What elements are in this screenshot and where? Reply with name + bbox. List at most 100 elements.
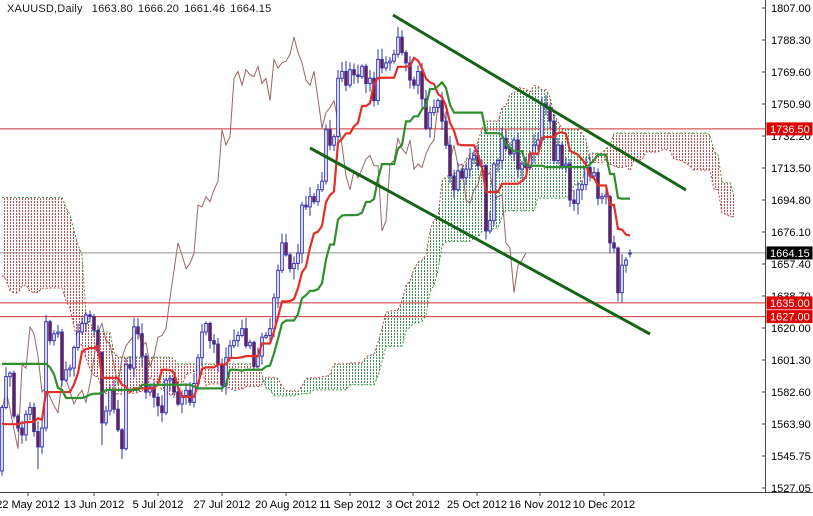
cloud-segment — [26, 197, 30, 292]
cloud-segment — [650, 133, 654, 152]
candle-body — [72, 346, 76, 369]
x-axis-label: 27 Jul 2012 — [194, 499, 251, 511]
candle-body — [116, 408, 120, 431]
cloud-segment — [314, 377, 318, 390]
y-axis-label: 1694.80 — [771, 195, 811, 207]
chart-low-value: 1661.46 — [184, 3, 226, 15]
candle-body — [136, 326, 140, 335]
candle-body — [44, 321, 48, 429]
candle-body — [368, 77, 372, 84]
cloud-segment — [610, 133, 614, 166]
candle-body — [88, 314, 92, 318]
candle-body — [608, 196, 612, 244]
cloud-segment — [58, 197, 62, 289]
candle-body — [592, 172, 596, 177]
candle-body — [52, 333, 56, 342]
cloud-segment — [646, 133, 650, 152]
candle-body — [252, 341, 256, 367]
price-badge — [766, 122, 813, 136]
cloud-segment — [446, 174, 450, 242]
candle-body — [424, 98, 428, 129]
candle-body — [204, 322, 208, 333]
candle-body — [600, 196, 604, 199]
cloud-segment — [206, 363, 210, 386]
cloud-segment — [518, 87, 522, 211]
candle-body — [280, 242, 284, 271]
candle-body — [560, 144, 564, 167]
chart-header: XAUUSD,Daily 1663.80 1666.20 1661.46 1664.15 — [7, 3, 276, 15]
candle-body — [8, 372, 12, 378]
cloud-segment — [10, 197, 14, 294]
candle-body — [276, 269, 280, 299]
cloud-segment — [46, 197, 50, 289]
cloud-segment — [210, 363, 214, 384]
candle-body — [208, 322, 212, 342]
cloud-segment — [238, 363, 242, 390]
y-axis-label: 1582.60 — [771, 387, 811, 399]
candle-body — [392, 53, 396, 62]
candle-body — [620, 264, 624, 294]
price-badge-label: 1736.50 — [770, 124, 810, 136]
candle-body — [552, 120, 556, 162]
candle-body — [412, 79, 416, 86]
cloud-segment — [498, 107, 502, 229]
cloud-segment — [642, 133, 646, 161]
candle-body — [616, 247, 620, 294]
cloud-segment — [386, 310, 390, 347]
candle-body — [320, 180, 324, 191]
cloud-segment — [678, 133, 682, 161]
cloud-segment — [34, 197, 38, 293]
candle-body — [132, 326, 136, 369]
candle-body — [36, 431, 40, 448]
cloud-segment — [694, 133, 698, 171]
cloud-segment — [42, 197, 46, 289]
cloud-segment — [638, 133, 642, 161]
y-axis-label: 1527.05 — [771, 483, 811, 495]
candle-body — [312, 196, 316, 203]
candle-body — [104, 410, 108, 424]
x-axis-label: 10 Dec 2012 — [573, 499, 635, 511]
cloud-segment — [230, 363, 234, 391]
candle-body — [572, 199, 576, 204]
candle-body — [612, 242, 616, 249]
cloud-segment — [214, 363, 218, 384]
candle-body — [124, 364, 128, 450]
price-badge-label: 1635.00 — [770, 298, 810, 310]
cloud-segment — [714, 151, 718, 190]
candle-body — [296, 252, 300, 264]
cloud-segment — [410, 269, 414, 328]
candle-body — [80, 322, 84, 333]
horizontal-line-layer[interactable] — [0, 128, 766, 318]
candle-body — [264, 334, 268, 338]
cloud-segment — [54, 197, 58, 289]
cloud-segment — [190, 363, 194, 373]
cloud-segment — [186, 363, 190, 375]
candle-body — [380, 58, 384, 69]
cloud-segment — [614, 133, 618, 168]
candle-body — [340, 70, 344, 79]
cloud-segment — [358, 362, 362, 385]
cloud-segment — [698, 133, 702, 171]
tenkan-sen — [1, 56, 631, 426]
cloud-segment — [310, 377, 314, 394]
trendline[interactable] — [392, 13, 687, 192]
trendline[interactable] — [309, 146, 651, 336]
trendline-layer[interactable] — [309, 13, 687, 336]
candle-body — [236, 334, 240, 342]
candle-body — [364, 65, 368, 84]
candle-body — [452, 175, 456, 191]
candle-body — [456, 170, 460, 191]
y-axis-label: 1769.60 — [771, 67, 811, 79]
cloud-segment — [278, 378, 282, 396]
cloud-segment — [74, 230, 78, 342]
candle-body — [300, 204, 304, 254]
candle-body — [624, 259, 628, 266]
cloud-segment — [462, 159, 466, 242]
cloud-segment — [438, 181, 442, 271]
cloud-segment — [690, 133, 694, 171]
candle-body — [28, 406, 32, 415]
candle-body — [220, 364, 224, 386]
y-axis-label: 1713.50 — [771, 163, 811, 175]
candle-body — [156, 396, 160, 407]
